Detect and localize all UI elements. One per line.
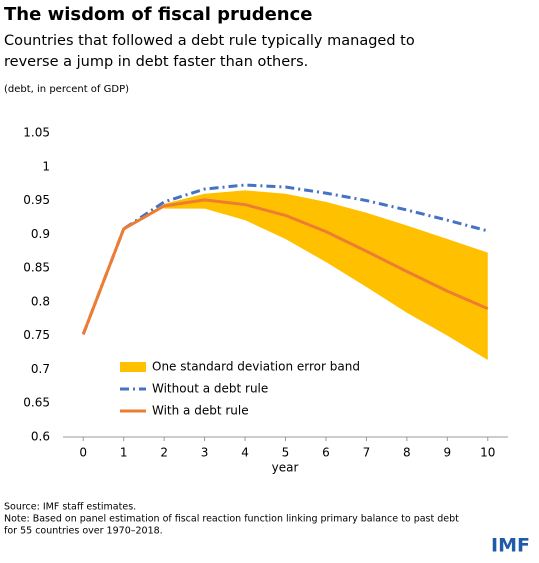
x-tick-label: 3 bbox=[201, 446, 209, 460]
logo: IMF bbox=[491, 535, 530, 557]
y-tick-label: 0.75 bbox=[23, 328, 50, 342]
series-line bbox=[81, 198, 489, 335]
subtitle: Countries that followed a debt rule typi… bbox=[4, 33, 415, 49]
legend-label: Without a debt rule bbox=[152, 382, 268, 396]
note: for 55 countries over 1970–2018. bbox=[4, 526, 163, 537]
y-tick-label: 0.7 bbox=[31, 362, 50, 376]
x-axis-label: year bbox=[272, 461, 299, 475]
x-tick-label: 1 bbox=[120, 446, 128, 460]
series-line bbox=[81, 183, 489, 335]
x-tick-label: 9 bbox=[443, 446, 451, 460]
subtitle: reverse a jump in debt faster than other… bbox=[4, 54, 308, 70]
x-tick-label: 7 bbox=[363, 446, 371, 460]
y-tick-label: 1.05 bbox=[23, 126, 50, 140]
x-tick-label: 4 bbox=[241, 446, 249, 460]
x-tick-label: 0 bbox=[79, 446, 87, 460]
chart-title: The wisdom of fiscal prudence bbox=[4, 4, 313, 25]
source: Source: IMF staff estimates. bbox=[4, 502, 136, 513]
x-tick-label: 8 bbox=[403, 446, 411, 460]
legend-label: One standard deviation error band bbox=[152, 360, 360, 374]
y-tick-label: 0.65 bbox=[23, 396, 50, 410]
unit-note: (debt, in percent of GDP) bbox=[4, 84, 129, 95]
legend-label: With a debt rule bbox=[152, 404, 249, 418]
error-band bbox=[164, 190, 488, 360]
y-tick-label: 0.85 bbox=[23, 261, 50, 275]
y-tick-label: 0.9 bbox=[31, 227, 50, 241]
x-tick-label: 2 bbox=[160, 446, 168, 460]
y-tick-label: 1 bbox=[42, 159, 50, 173]
y-tick-label: 0.8 bbox=[31, 294, 50, 308]
x-tick-label: 10 bbox=[480, 446, 495, 460]
y-tick-label: 0.6 bbox=[31, 430, 50, 444]
note: Note: Based on panel estimation of fisca… bbox=[4, 514, 459, 525]
x-tick-label: 6 bbox=[322, 446, 330, 460]
x-tick-label: 5 bbox=[282, 446, 290, 460]
legend-swatch bbox=[120, 362, 146, 372]
y-tick-label: 0.95 bbox=[23, 193, 50, 207]
